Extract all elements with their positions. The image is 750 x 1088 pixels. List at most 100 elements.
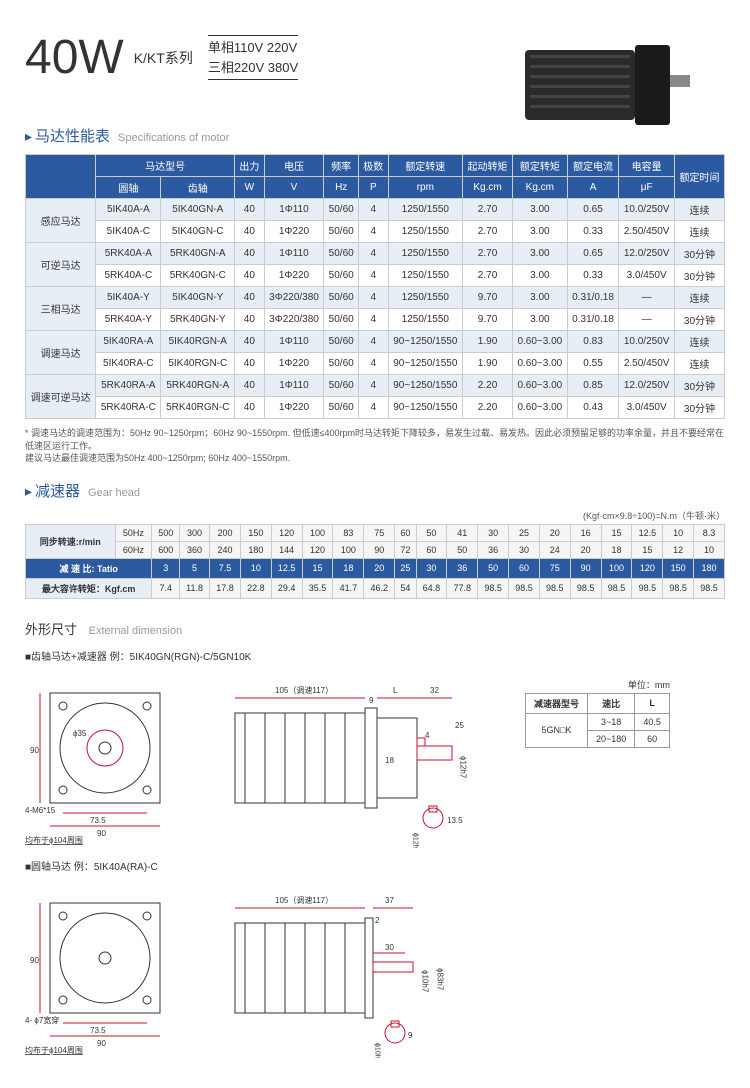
page-header: 40W K/KT系列 单相110V 220V 三相220V 380V bbox=[25, 30, 725, 85]
gear-cell: 15 bbox=[601, 524, 632, 541]
series-label: K/KT系列 bbox=[134, 48, 193, 68]
dt-r00: 5GN□K bbox=[526, 713, 588, 747]
spec-cell: 2.70 bbox=[463, 243, 513, 265]
spec-cell: 30分钟 bbox=[674, 309, 724, 331]
spec-cell: 0.65 bbox=[567, 243, 619, 265]
ext-title-cn: 外形尺寸 bbox=[25, 622, 77, 637]
spec-cell: 5IK40A-Y bbox=[96, 287, 161, 309]
spec-cell: 9.70 bbox=[463, 287, 513, 309]
spec-cell: — bbox=[619, 287, 675, 309]
spec-cell: 4 bbox=[359, 199, 389, 221]
spec-cell: 连续 bbox=[674, 331, 724, 353]
spec-cell: 0.85 bbox=[567, 375, 619, 397]
row-group-label: 三相马达 bbox=[26, 287, 96, 331]
dt-r02: 40.5 bbox=[635, 713, 670, 730]
spec-cell: 5RK40RGN-C bbox=[161, 397, 235, 419]
svg-text:ϕ35: ϕ35 bbox=[73, 729, 87, 738]
th-voltage: 电压 bbox=[264, 155, 324, 177]
spec-cell: 12.0/250V bbox=[619, 375, 675, 397]
dt-h1: 速比 bbox=[588, 693, 635, 713]
spec-cell: 0.65 bbox=[567, 199, 619, 221]
spec-cell: 0.60~3.00 bbox=[512, 397, 567, 419]
spec-cell: 1250/1550 bbox=[388, 265, 463, 287]
gear-cell: 75 bbox=[364, 524, 395, 541]
spec-cell: 5IK40GN-Y bbox=[161, 287, 235, 309]
gear-cell: 50Hz bbox=[115, 524, 152, 541]
gear-cell: 600 bbox=[152, 541, 180, 558]
dim-table: 减速器型号 速比 L 5GN□K 3~18 40.5 20~180 60 bbox=[525, 693, 670, 748]
gear-cell: 10 bbox=[694, 541, 725, 558]
dim-unit: 单位：mm bbox=[525, 678, 670, 691]
ext-sub2: ■圆轴马达 例：5IK40A(RA)-C bbox=[25, 858, 725, 873]
spec-cell: 连续 bbox=[674, 199, 724, 221]
spec-cell: 50/60 bbox=[324, 353, 359, 375]
gear-cell: 36 bbox=[478, 541, 509, 558]
gear-cell: 120 bbox=[302, 541, 333, 558]
svg-text:ϕ83h7: ϕ83h7 bbox=[436, 968, 445, 991]
gear-cell: 35.5 bbox=[302, 578, 333, 598]
diagram-row-1: ϕ35 90 73.5 90 4-M6*15 均布于ϕ104周围 105（调速1… bbox=[25, 678, 725, 848]
spec-cell: 3.00 bbox=[512, 309, 567, 331]
spec-cell: 40 bbox=[235, 243, 265, 265]
spec-cell: 5RK40A-Y bbox=[96, 309, 161, 331]
gear-cell: 120 bbox=[632, 558, 663, 578]
spec-cell: 5RK40GN-C bbox=[161, 265, 235, 287]
gear-cell: 144 bbox=[271, 541, 302, 558]
spec-cell: 10.0/250V bbox=[619, 331, 675, 353]
gear-cell: 7.4 bbox=[152, 578, 180, 598]
gear-cell: 18 bbox=[333, 558, 364, 578]
gear-cell: 300 bbox=[180, 524, 210, 541]
spec-cell: 50/60 bbox=[324, 331, 359, 353]
svg-text:73.5: 73.5 bbox=[90, 1026, 106, 1035]
gear-cell: 60Hz bbox=[115, 541, 152, 558]
svg-text:4: 4 bbox=[425, 731, 430, 740]
th-uf: μF bbox=[619, 177, 675, 199]
svg-text:90: 90 bbox=[97, 829, 106, 838]
gear-cell: 46.2 bbox=[364, 578, 395, 598]
gear-cell: 98.5 bbox=[539, 578, 570, 598]
gear-cell: 360 bbox=[180, 541, 210, 558]
spec-cell: 4 bbox=[359, 287, 389, 309]
spec-cell: 0.83 bbox=[567, 331, 619, 353]
spec-cell: 5RK40GN-A bbox=[161, 243, 235, 265]
th-output: 出力 bbox=[235, 155, 265, 177]
flange-diagram-1: ϕ35 90 73.5 90 4-M6*15 均布于ϕ104周围 bbox=[25, 678, 185, 848]
spec-cell: 50/60 bbox=[324, 265, 359, 287]
spec-cell: 5IK40A-C bbox=[96, 221, 161, 243]
spec-table: 马达型号 出力 电压 频率 极数 额定转速 起动转矩 额定转矩 额定电流 电容量… bbox=[25, 154, 725, 419]
svg-text:25: 25 bbox=[455, 721, 464, 730]
svg-text:ϕ12h7: ϕ12h7 bbox=[459, 756, 468, 779]
spec-cell: 1.90 bbox=[463, 331, 513, 353]
th-round: 圆轴 bbox=[96, 177, 161, 199]
spec-cell: 5RK40A-C bbox=[96, 265, 161, 287]
svg-text:ϕ12h7: ϕ12h7 bbox=[412, 833, 419, 848]
arrow-icon: ▸ bbox=[25, 128, 32, 145]
gear-cell: 11.8 bbox=[180, 578, 210, 598]
spec-title-en: Specifications of motor bbox=[118, 132, 229, 144]
spec-cell: 5IK40GN-C bbox=[161, 221, 235, 243]
spec-cell: 4 bbox=[359, 375, 389, 397]
gear-cell: 77.8 bbox=[447, 578, 478, 598]
spec-cell: 5RK40RGN-A bbox=[161, 375, 235, 397]
spec-cell: 90~1250/1550 bbox=[388, 353, 463, 375]
spec-cell: 1250/1550 bbox=[388, 309, 463, 331]
side-diagram-1: 105（调速117） 9 L 32 25 4 18 ϕ12h7 13.5 ϕ12… bbox=[215, 678, 495, 848]
svg-text:18: 18 bbox=[385, 756, 394, 765]
gear-cell: 200 bbox=[210, 524, 241, 541]
spec-cell: 0.31/0.18 bbox=[567, 287, 619, 309]
spec-cell: 50/60 bbox=[324, 309, 359, 331]
gear-cell: 22.8 bbox=[240, 578, 271, 598]
svg-text:73.5: 73.5 bbox=[90, 816, 106, 825]
svg-text:30: 30 bbox=[385, 943, 394, 952]
gear-cell: 41 bbox=[447, 524, 478, 541]
gear-cell: 100 bbox=[302, 524, 333, 541]
th-p: P bbox=[359, 177, 389, 199]
gear-cell: 98.5 bbox=[509, 578, 540, 598]
gear-cell: 90 bbox=[570, 558, 601, 578]
spec-cell: 5IK40RA-C bbox=[96, 353, 161, 375]
spec-cell: 5RK40A-A bbox=[96, 243, 161, 265]
spec-note: * 调速马达的调速范围为：50Hz 90~1250rpm；60Hz 90~155… bbox=[25, 427, 725, 465]
spec-cell: 0.60~3.00 bbox=[512, 353, 567, 375]
gear-cell: 98.5 bbox=[694, 578, 725, 598]
th-kgcm2: Kg.cm bbox=[512, 177, 567, 199]
